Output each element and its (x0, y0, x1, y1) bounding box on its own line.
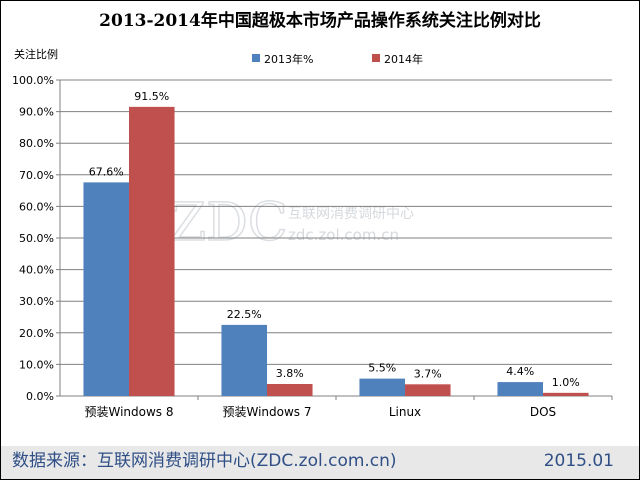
footer-source: 数据来源：互联网消费调研中心(ZDC.zol.com.cn) (12, 451, 397, 471)
watermark-text: 互联网消费调研中心 (288, 206, 414, 222)
data-label: 1.0% (552, 376, 580, 389)
bar (267, 383, 313, 396)
y-tick-label: 10.0% (19, 358, 54, 371)
bar (221, 324, 267, 396)
y-tick-label: 70.0% (19, 169, 54, 182)
y-tick-label: 20.0% (19, 327, 54, 340)
data-label: 3.8% (276, 367, 304, 380)
y-tick-label: 40.0% (19, 264, 54, 277)
data-label: 3.7% (414, 367, 442, 380)
bar (543, 392, 589, 396)
y-tick-label: 90.0% (19, 106, 54, 119)
legend-swatch (252, 54, 260, 62)
data-label: 22.5% (227, 308, 262, 321)
data-label: 5.5% (368, 362, 396, 375)
x-tick-label: Linux (389, 405, 421, 419)
x-tick-label: 预装Windows 7 (222, 405, 311, 419)
data-label: 91.5% (134, 90, 169, 103)
x-tick-label: DOS (530, 405, 556, 419)
legend: 2013年% 2014年 (252, 52, 423, 66)
bar (83, 182, 129, 396)
bar (497, 382, 543, 396)
legend-label: 2014年 (384, 52, 423, 66)
footer-date: 2015.01 (543, 451, 614, 471)
y-tick-label: 30.0% (19, 295, 54, 308)
y-axis-ticks: 0.0% 10.0% 20.0% 30.0% 40.0% 50.0% 60.0% 70.0% 8… (12, 74, 612, 403)
watermark: ZDC 互联网消费调研中心 zdc.zol.com.cn (169, 192, 414, 254)
bar (405, 384, 451, 396)
y-tick-label: 80.0% (19, 137, 54, 150)
watermark-url: zdc.zol.com.cn (288, 226, 399, 244)
data-label: 4.4% (506, 365, 534, 378)
data-label: 67.6% (89, 165, 124, 178)
y-tick-label: 60.0% (19, 200, 54, 213)
y-axis-label: 关注比例 (14, 47, 58, 61)
x-axis-labels: 预装Windows 8 预装Windows 7 Linux DOS (84, 396, 613, 419)
x-tick-label: 预装Windows 8 (84, 405, 173, 419)
y-tick-label: 100.0% (12, 74, 54, 87)
footer-band (1, 446, 639, 479)
y-tick-label: 50.0% (19, 232, 54, 245)
watermark-logo: ZDC (170, 193, 288, 253)
chart-title: 2013-2014年中国超极本市场产品操作系统关注比例对比 (99, 10, 541, 31)
bars: 67.6% 91.5% 22.5% 3.8% 5.5% 3.7% 4.4% 1.0% (83, 90, 589, 397)
bar (359, 378, 405, 396)
y-tick-label: 0.0% (26, 390, 54, 403)
legend-label: 2013年% (264, 52, 313, 66)
bar (129, 106, 175, 397)
legend-swatch (372, 54, 380, 62)
